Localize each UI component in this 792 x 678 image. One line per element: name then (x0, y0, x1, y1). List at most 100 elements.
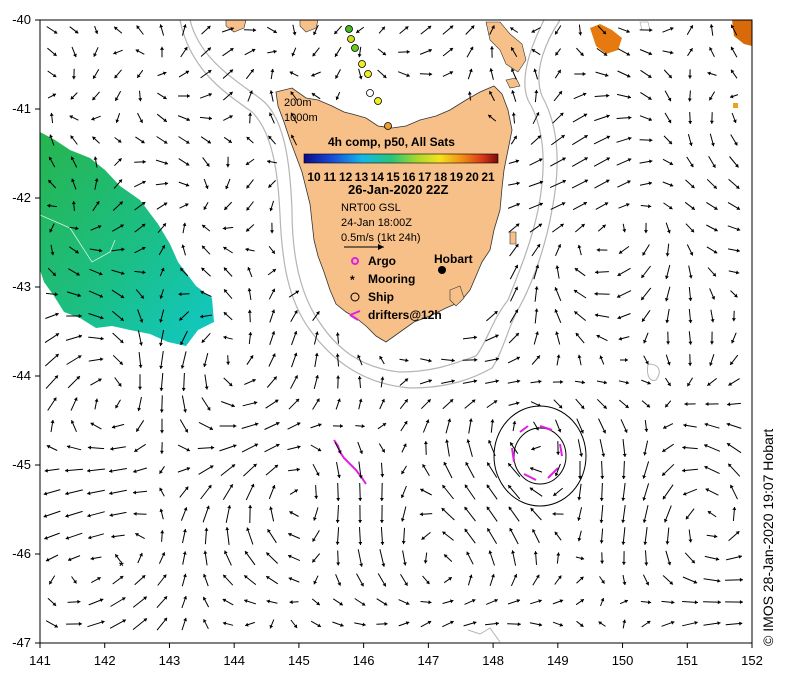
current-arrowhead-icon (141, 139, 145, 144)
current-arrowhead-icon (382, 51, 386, 56)
current-arrow (623, 460, 625, 480)
current-arrowhead-icon (683, 491, 687, 496)
current-arrowhead-icon (665, 319, 670, 324)
current-arrowhead-icon (68, 557, 72, 562)
current-arrowhead-icon (136, 25, 140, 30)
current-arrowhead-icon (574, 268, 579, 272)
current-arrowhead-icon (290, 112, 295, 117)
current-arrowhead-icon (250, 483, 255, 488)
current-arrowhead-icon (65, 536, 70, 540)
current-arrowhead-icon (509, 528, 513, 532)
current-arrowhead-icon (185, 140, 190, 144)
ship-track (345, 25, 392, 130)
x-tick-label: 149 (547, 653, 569, 668)
current-arrowhead-icon (160, 430, 164, 434)
current-arrowhead-icon (532, 529, 536, 533)
colorbar-tick-label: 20 (466, 170, 480, 184)
current-arrowhead-icon (428, 600, 432, 605)
current-arrowhead-icon (133, 469, 137, 474)
current-arrowhead-icon (736, 206, 740, 210)
current-arrowhead-icon (115, 554, 119, 558)
ship-point[interactable] (364, 70, 372, 78)
current-arrowhead-icon (52, 602, 57, 606)
current-arrowhead-icon (449, 71, 454, 75)
current-arrowhead-icon (203, 206, 208, 210)
current-arrowhead-icon (469, 46, 474, 51)
current-arrowhead-icon (65, 468, 69, 473)
ship-point[interactable] (347, 35, 355, 43)
current-arrowhead-icon (428, 379, 432, 383)
current-arrowhead-icon (427, 620, 432, 625)
current-arrowhead-icon (119, 201, 123, 205)
current-arrowhead-icon (560, 223, 564, 228)
current-arrowhead-icon (688, 341, 693, 345)
current-arrowhead-icon (335, 541, 340, 545)
current-arrowhead-icon (311, 73, 315, 77)
current-arrowhead-icon (204, 185, 209, 189)
current-arrowhead-icon (516, 181, 520, 186)
current-arrowhead-icon (228, 139, 232, 143)
current-arrowhead-icon (223, 267, 228, 272)
mooring-marker[interactable]: * (119, 559, 124, 573)
current-arrowhead-icon (516, 599, 520, 603)
land-flinders-island (485, 21, 527, 73)
current-arrowhead-icon (704, 465, 708, 470)
current-arrowhead-icon (627, 180, 631, 184)
current-arrowhead-icon (510, 27, 514, 31)
current-arrowhead-icon (71, 76, 76, 80)
current-arrowhead-icon (691, 559, 695, 564)
current-arrowhead-icon (380, 474, 385, 478)
ship-point[interactable] (358, 60, 366, 68)
current-arrowhead-icon (508, 463, 512, 467)
current-arrowhead-icon (229, 115, 233, 119)
current-arrowhead-icon (642, 251, 646, 256)
current-arrowhead-icon (183, 573, 187, 578)
current-arrowhead-icon (533, 551, 538, 555)
current-arrowhead-icon (159, 450, 164, 454)
current-arrowhead-icon (406, 73, 410, 78)
ship-point[interactable] (351, 44, 359, 52)
ship-point[interactable] (366, 89, 374, 97)
current-arrowhead-icon (584, 135, 588, 139)
x-tick-label: 151 (676, 653, 698, 668)
current-arrowhead-icon (626, 73, 631, 78)
current-arrowhead-icon (599, 540, 604, 544)
current-arrowhead-icon (739, 621, 743, 626)
ship-point[interactable] (345, 25, 353, 33)
current-arrowhead-icon (295, 398, 300, 403)
ship-point[interactable] (384, 122, 392, 130)
current-arrowhead-icon (622, 453, 627, 457)
sst-colorbar-ticks: 10 11 12 13 14 15 16 17 18 19 20 21 (307, 170, 495, 184)
hobart-marker[interactable] (438, 266, 446, 274)
current-arrowhead-icon (727, 443, 731, 447)
current-arrowhead-icon (668, 74, 672, 79)
current-arrowhead-icon (275, 421, 280, 426)
current-arrowhead-icon (735, 185, 740, 189)
current-arrowhead-icon (312, 52, 316, 57)
current-arrowhead-icon (135, 533, 139, 537)
current-arrowhead-icon (534, 308, 539, 312)
current-arrowhead-icon (515, 223, 520, 228)
current-arrowhead-icon (184, 486, 189, 491)
current-arrowhead-icon (206, 163, 210, 167)
current-arrowhead-icon (180, 365, 185, 369)
current-arrowhead-icon (98, 248, 103, 253)
y-axis-ticks: -40 -41 -42 -43 -44 -45 -46 -47 (12, 12, 40, 650)
current-arrow (160, 351, 164, 369)
current-arrowhead-icon (206, 406, 211, 411)
current-arrowhead-icon (361, 602, 366, 606)
current-arrowhead-icon (207, 139, 211, 144)
current-arrowhead-icon (73, 397, 78, 401)
ship-point[interactable] (374, 97, 382, 105)
current-arrowhead-icon (120, 224, 124, 228)
current-arrowhead-icon (206, 505, 210, 510)
current-arrowhead-icon (178, 292, 182, 297)
current-arrowhead-icon (598, 621, 603, 625)
current-arrowhead-icon (253, 463, 257, 468)
current-arrowhead-icon (606, 135, 610, 140)
current-arrowhead-icon (246, 527, 250, 531)
current-arrowhead-icon (139, 553, 143, 557)
x-tick-label: 148 (482, 653, 504, 668)
current-arrowhead-icon (664, 297, 669, 302)
current-arrowhead-icon (229, 91, 233, 96)
